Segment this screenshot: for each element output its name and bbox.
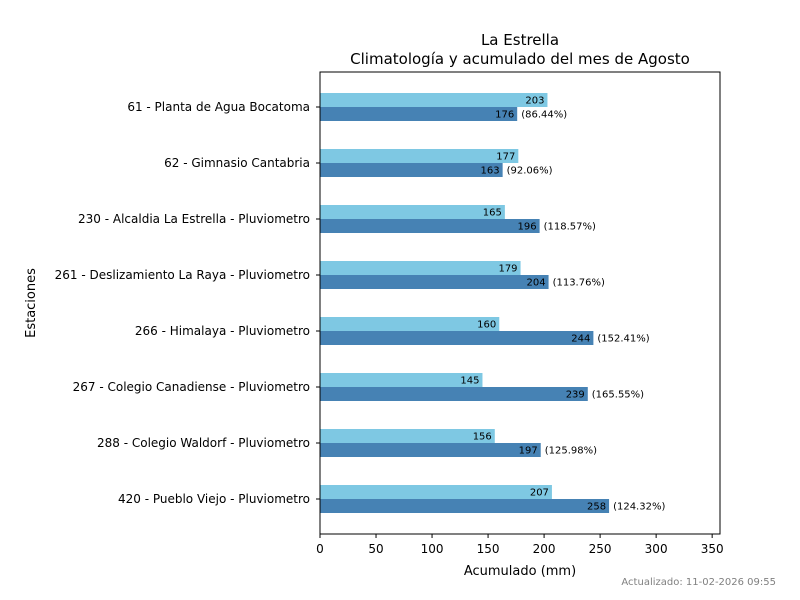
climatology-bar	[320, 317, 500, 331]
percentage-label: (86.44%)	[521, 110, 567, 121]
accumulated-value-label: 244	[571, 334, 590, 345]
y-tick-label: 261 - Deslizamiento La Raya - Pluviometr…	[55, 268, 310, 282]
climatology-value-label: 145	[460, 376, 479, 387]
percentage-label: (118.57%)	[544, 222, 596, 233]
x-tick-label: 50	[368, 542, 383, 556]
percentage-label: (113.76%)	[553, 278, 605, 289]
percentage-label: (124.32%)	[613, 502, 665, 513]
accumulated-value-label: 197	[519, 446, 538, 457]
x-tick-label: 0	[316, 542, 324, 556]
plot-frame	[319, 71, 721, 535]
climatology-value-label: 165	[483, 208, 502, 219]
climatology-value-label: 156	[473, 432, 492, 443]
accumulated-bar	[320, 219, 540, 233]
accumulated-value-label: 163	[481, 166, 500, 177]
accumulated-bar	[320, 163, 503, 177]
x-tick-label: 350	[701, 542, 724, 556]
percentage-label: (125.98%)	[545, 446, 597, 457]
accumulated-bar	[320, 443, 541, 457]
y-tick-label: 230 - Alcaldia La Estrella - Pluviometro	[78, 212, 310, 226]
accumulated-bar	[320, 331, 594, 345]
climatology-value-label: 177	[496, 152, 515, 163]
climatology-bar	[320, 485, 552, 499]
y-tick-label: 288 - Colegio Waldorf - Pluviometro	[97, 436, 310, 450]
accumulated-value-label: 258	[587, 502, 606, 513]
climatology-value-label: 160	[477, 320, 496, 331]
accumulated-value-label: 239	[566, 390, 585, 401]
accumulated-bar	[320, 499, 610, 513]
x-tick-label: 250	[589, 542, 612, 556]
climatology-bar	[320, 429, 495, 443]
y-tick-label: 420 - Pueblo Viejo - Pluviometro	[118, 492, 310, 506]
accumulated-bar	[320, 107, 518, 121]
accumulated-value-label: 176	[495, 110, 514, 121]
accumulated-value-label: 204	[526, 278, 545, 289]
chart-title: La Estrella	[481, 31, 559, 49]
climatology-bar	[320, 205, 505, 219]
x-tick-label: 100	[421, 542, 444, 556]
x-axis-label: Acumulado (mm)	[464, 564, 576, 579]
percentage-label: (152.41%)	[597, 334, 649, 345]
y-tick-label: 266 - Himalaya - Pluviometro	[135, 324, 310, 338]
climatology-bar	[320, 373, 483, 387]
accumulated-bar	[320, 275, 549, 289]
accumulated-value-label: 196	[518, 222, 537, 233]
climatology-value-label: 207	[530, 488, 549, 499]
x-tick-label: 150	[477, 542, 500, 556]
climatology-bar	[320, 93, 548, 107]
y-tick-label: 267 - Colegio Canadiense - Pluviometro	[73, 380, 310, 394]
accumulated-bar	[320, 387, 588, 401]
updated-timestamp: Actualizado: 11-02-2026 09:55	[621, 577, 776, 588]
y-axis-label: Estaciones	[24, 268, 39, 338]
x-tick-label: 200	[533, 542, 556, 556]
climatology-bar	[320, 261, 521, 275]
chart-subtitle: Climatología y acumulado del mes de Agos…	[350, 50, 690, 68]
percentage-label: (165.55%)	[592, 390, 644, 401]
y-tick-label: 61 - Planta de Agua Bocatoma	[127, 100, 310, 114]
percentage-label: (92.06%)	[507, 166, 553, 177]
x-tick-label: 300	[645, 542, 668, 556]
climatology-bar	[320, 149, 519, 163]
y-tick-label: 62 - Gimnasio Cantabria	[164, 156, 310, 170]
climatology-value-label: 179	[498, 264, 517, 275]
climatology-value-label: 203	[525, 96, 544, 107]
plot-area: 0 50 100 150 200 250 300 350 61 - Planta de Agua…	[55, 93, 724, 556]
